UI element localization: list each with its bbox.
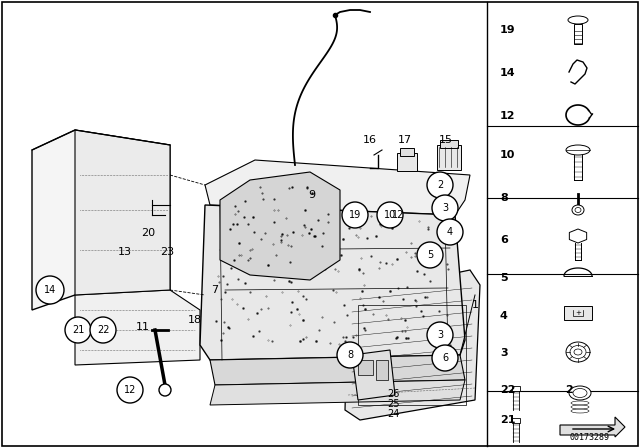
Bar [512,418,520,423]
Text: 21: 21 [72,325,84,335]
Text: 12: 12 [392,210,404,220]
Text: 6: 6 [442,353,448,363]
Text: 8: 8 [500,193,508,203]
Text: 12: 12 [124,385,136,395]
Text: 14: 14 [44,285,56,295]
Circle shape [377,202,403,228]
Circle shape [427,172,453,198]
Polygon shape [345,270,480,420]
Circle shape [65,317,91,343]
Text: 2: 2 [565,385,573,395]
Ellipse shape [574,349,582,355]
Text: 12: 12 [500,111,515,121]
Text: 26: 26 [387,389,399,399]
Text: 4: 4 [447,227,453,237]
Bar [512,386,520,391]
Text: +: + [575,310,581,316]
Text: 15: 15 [439,135,453,145]
Circle shape [427,322,453,348]
Circle shape [342,202,368,228]
Text: 19: 19 [500,25,516,35]
Text: 3: 3 [442,203,448,213]
Ellipse shape [566,342,590,362]
Bar [437,145,461,170]
Polygon shape [210,355,465,385]
Bar [564,306,592,320]
Text: 23: 23 [160,247,174,257]
Text: 22: 22 [500,385,515,395]
Circle shape [337,342,363,368]
Text: 6: 6 [500,235,508,245]
Ellipse shape [570,345,586,358]
Text: 8: 8 [347,350,353,360]
Circle shape [437,219,463,245]
Circle shape [159,384,171,396]
Text: 11: 11 [136,322,150,332]
Bar [397,153,417,171]
Circle shape [117,377,143,403]
Text: 17: 17 [398,135,412,145]
Text: 25: 25 [387,399,399,409]
Circle shape [432,195,458,221]
Text: 00173289: 00173289 [570,433,610,442]
Polygon shape [352,350,395,400]
Bar [440,140,458,148]
Polygon shape [560,417,625,437]
Ellipse shape [569,386,591,400]
Text: 5: 5 [427,250,433,260]
Text: 2: 2 [437,180,443,190]
Text: 3: 3 [437,330,443,340]
Bar [574,24,582,44]
Text: 10: 10 [500,150,515,160]
Text: 20: 20 [141,228,155,238]
Bar [376,360,388,380]
Circle shape [432,345,458,371]
Ellipse shape [572,205,584,215]
Text: 19: 19 [349,210,361,220]
Bar [358,305,466,405]
Circle shape [417,242,443,268]
Text: 5: 5 [500,273,508,283]
Polygon shape [220,172,340,280]
Text: 3: 3 [500,348,508,358]
Polygon shape [210,380,465,405]
Text: 21: 21 [500,415,515,425]
Ellipse shape [573,388,587,397]
Text: 13: 13 [118,247,132,257]
Bar [358,360,373,375]
Bar [400,148,414,156]
Text: 4: 4 [500,311,508,321]
Ellipse shape [575,207,581,212]
Circle shape [36,276,64,304]
Circle shape [90,317,116,343]
Polygon shape [75,130,170,295]
Polygon shape [75,290,200,365]
Text: 18: 18 [188,315,202,325]
Text: 1: 1 [472,300,479,310]
Text: 16: 16 [363,135,377,145]
Ellipse shape [566,145,590,155]
Text: 9: 9 [308,190,316,200]
Polygon shape [200,205,465,360]
Polygon shape [32,130,170,310]
Text: 14: 14 [500,68,516,78]
Text: 10: 10 [384,210,396,220]
Text: 7: 7 [211,285,219,295]
Text: 24: 24 [387,409,399,419]
Polygon shape [205,160,470,215]
Text: 22: 22 [97,325,109,335]
Ellipse shape [568,16,588,24]
